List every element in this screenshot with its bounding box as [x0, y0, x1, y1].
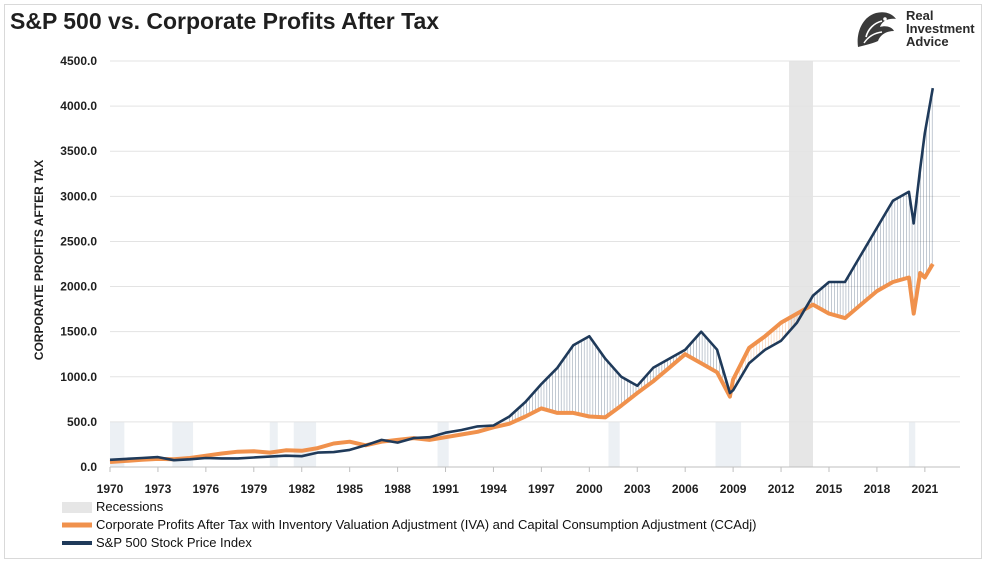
x-tick-label: 1976 — [193, 482, 220, 496]
y-tick-label: 0.0 — [80, 460, 97, 474]
recession-band-7 — [715, 421, 742, 467]
x-tick-label: 2021 — [911, 482, 938, 496]
x-tick-label: 1985 — [336, 482, 363, 496]
gap-hatching — [509, 91, 933, 424]
logo-line-3: Advice — [906, 34, 949, 49]
y-tick-label: 4000.0 — [60, 99, 97, 113]
real-investment-advice-logo: Real Investment Advice — [852, 7, 987, 53]
logo-line-2: Investment — [906, 21, 975, 36]
y-tick-label: 2000.0 — [60, 280, 97, 294]
x-tick-label: 1973 — [145, 482, 172, 496]
x-tick-label: 1979 — [240, 482, 267, 496]
legend-label-sp500: S&P 500 Stock Price Index — [96, 535, 252, 550]
y-tick-label: 1000.0 — [60, 370, 97, 384]
recession-band-5 — [437, 421, 449, 467]
y-tick-label: 3500.0 — [60, 144, 97, 158]
x-tick-label: 2015 — [816, 482, 843, 496]
x-tick-label: 1970 — [97, 482, 124, 496]
y-tick-label: 500.0 — [67, 415, 97, 429]
x-tick-label: 1994 — [480, 482, 507, 496]
recession-band-2 — [172, 421, 194, 467]
x-tick-label: 2003 — [624, 482, 651, 496]
x-tick-label: 1991 — [432, 482, 459, 496]
legend-swatch-sp500 — [62, 541, 92, 545]
x-tick-label: 2018 — [864, 482, 891, 496]
recession-band-3 — [269, 421, 278, 467]
legend-swatch-recessions — [62, 502, 92, 513]
x-tick-label: 1997 — [528, 482, 555, 496]
y-tick-label: 4500.0 — [60, 54, 97, 68]
eagle-head-icon — [857, 12, 896, 47]
series-line-sp500 — [109, 87, 935, 462]
y-tick-label: 3000.0 — [60, 189, 97, 203]
recession-band-0 — [789, 61, 814, 467]
series-line-corporate-profits — [109, 262, 935, 464]
recession-band-4 — [293, 421, 317, 467]
x-tick-label: 2006 — [672, 482, 699, 496]
gridlines — [110, 60, 960, 423]
logo-text: Real Investment Advice — [906, 9, 975, 48]
series-lines — [109, 87, 935, 464]
logo-line-1: Real — [906, 8, 934, 23]
x-tick-label: 1982 — [288, 482, 315, 496]
x-tick-label: 1988 — [384, 482, 411, 496]
y-tick-label: 2500.0 — [60, 234, 97, 248]
axes: 0.0 500.0 1000.0 1500.0 2000.0 2500.0 3000.0 35… — [60, 54, 960, 496]
legend-swatch-profits — [62, 522, 92, 528]
x-tick-label: 2000 — [576, 482, 603, 496]
recession-band-1 — [110, 421, 125, 467]
y-tick-label: 1500.0 — [60, 325, 97, 339]
recession-band-6 — [608, 421, 620, 467]
recession-band-8 — [908, 421, 916, 467]
chart-title: S&P 500 vs. Corporate Profits After Tax — [10, 8, 440, 34]
legend-label-recessions: Recessions — [96, 499, 164, 514]
x-tick-label: 2009 — [720, 482, 747, 496]
recession-shading — [110, 61, 916, 467]
legend-label-profits: Corporate Profits After Tax with Invento… — [96, 517, 757, 532]
x-tick-label: 2012 — [768, 482, 795, 496]
